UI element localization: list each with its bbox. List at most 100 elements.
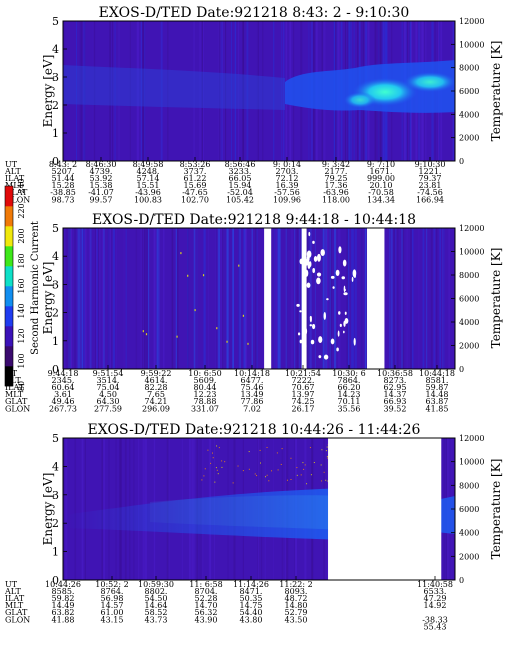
panel-1-cell-glat: -47.65 [182,188,208,197]
panel-3-orbit-table: UTALTILATMLTGLATGLON10:44:268585.59.8214… [4,580,453,631]
panel-2-cell-ilat: 60.64 [52,383,75,392]
speckle [211,452,213,454]
panel-3-y-right-tick-label: 8000 [459,481,479,490]
speckle [302,462,304,464]
panel-1-title: EXOS-D/TED Date:921218 8:43: 2 - 9:10:30 [99,5,410,21]
texture-stripe [346,228,349,369]
panel-2-cell-ilat: 59.87 [426,383,449,392]
texture-stripe [158,228,160,369]
texture-stripe [142,228,143,369]
panel-2-cell-alt: 8581. [426,376,449,385]
panel-2-row-label-ut: UT [5,369,18,378]
panel-2-cell-ut: 10:21:54 [285,369,321,378]
panel-3-cell-ut: 11:22: 2 [279,580,312,589]
panel-3-cell-ut: 11: 6:58 [189,580,222,589]
panel-3-cell-glon: 43.15 [101,615,124,624]
panel-2-cell-ilat: 80.44 [194,383,217,392]
panel-1-cell-glat: -41.07 [88,188,114,197]
speckle [313,462,315,464]
speckle [306,282,311,288]
panel-1-cell-glat: -63.96 [323,188,349,197]
texture-stripe [96,228,98,369]
speckle [276,452,278,454]
colorbar-label: Second Harmonic Current [30,221,41,355]
texture-stripe [218,228,220,369]
texture-stripe [433,228,436,369]
speckle [335,269,340,276]
panel-3-cell-ilat: 56.98 [101,594,124,603]
panel-2-data-gap [367,228,385,369]
panel-2-cell-ut: 9:51:54 [93,369,124,378]
panel-1-cell-alt: 3737. [184,167,207,176]
speckle [310,474,312,476]
speckle [215,467,217,469]
texture-stripe [448,228,450,369]
panel-2-cell-glon: 26.17 [292,404,315,413]
panel-2-cell-mlt: 14.48 [426,390,449,399]
panel-3-cell-alt: 8471. [240,587,263,596]
panel-1-row-label-glat: GLAT [5,188,28,197]
colorbar-segment [5,266,13,287]
speckle [142,330,144,333]
speckle [248,468,250,470]
speckle [312,267,316,274]
panel-2-cell-alt: 4614. [145,376,168,385]
texture-stripe [426,228,427,369]
colorbar-segment [5,186,13,207]
texture-stripe [360,228,363,369]
texture-stripe [63,228,65,369]
panel-2-y-right-tick-label: 6000 [459,295,479,304]
panel-2-cell-mlt: 12.23 [194,390,217,399]
speckle [323,354,329,360]
panel-1-cell-glon: 134.34 [367,195,395,204]
panel-2-cell-mlt: 7.65 [147,390,165,399]
panel-2-cell-ut: 10:30: 6 [332,369,365,378]
speckle [308,231,311,237]
texture-stripe [364,228,367,369]
texture-stripe [116,228,117,369]
texture-stripe [78,228,81,369]
panel-2-title: EXOS-D/TED Date:921218 9:44:18 - 10:44:1… [92,212,416,228]
texture-stripe [436,228,438,369]
texture-stripe [411,228,414,369]
texture-stripe [294,228,296,369]
texture-stripe [402,228,405,369]
texture-stripe [123,228,125,369]
texture-stripe [171,228,174,369]
panel-2-cell-glat: 49.46 [52,397,75,406]
speckle [332,286,335,289]
texture-stripe [207,228,209,369]
speckle [277,469,279,471]
texture-stripe [97,228,100,369]
panel-2-cell-glat: 66.93 [384,397,407,406]
texture-stripe [226,228,229,369]
speckle [342,330,345,334]
panel-1-cell-alt: 4739. [90,167,113,176]
texture-stripe [394,228,397,369]
texture-stripe [393,228,395,369]
panel-3-row-label-glon: GLON [5,615,30,624]
texture-stripe [110,228,112,369]
texture-stripe [162,228,165,369]
panel-2-cell-glon: 277.59 [94,404,122,413]
panel-1-cell-ilat: 53.92 [90,174,113,183]
texture-stripe [95,228,96,369]
colorbar-segment [5,346,13,367]
panel-3-cell-alt: 8093. [285,587,308,596]
texture-stripe [63,438,65,580]
speckle [203,475,205,477]
panel-2-y-right-tick-label: 4000 [459,318,479,327]
texture-stripe [290,228,294,369]
panel-3-cell-glon: 43.80 [240,615,263,624]
panel-3-cell-alt: 6533. [424,587,447,596]
texture-stripe [324,228,326,369]
colorbar-tick-label: 100 [17,353,26,368]
speckle [194,309,196,312]
texture-stripe [322,228,325,369]
panel-3-y-tick-label: 5 [52,432,59,445]
panel-2-cell-glat: 74.21 [145,397,168,406]
panel-1-cell-glon: 118.00 [322,195,350,204]
texture-stripe [418,228,420,369]
speckle [266,474,268,476]
speckle [338,311,341,315]
